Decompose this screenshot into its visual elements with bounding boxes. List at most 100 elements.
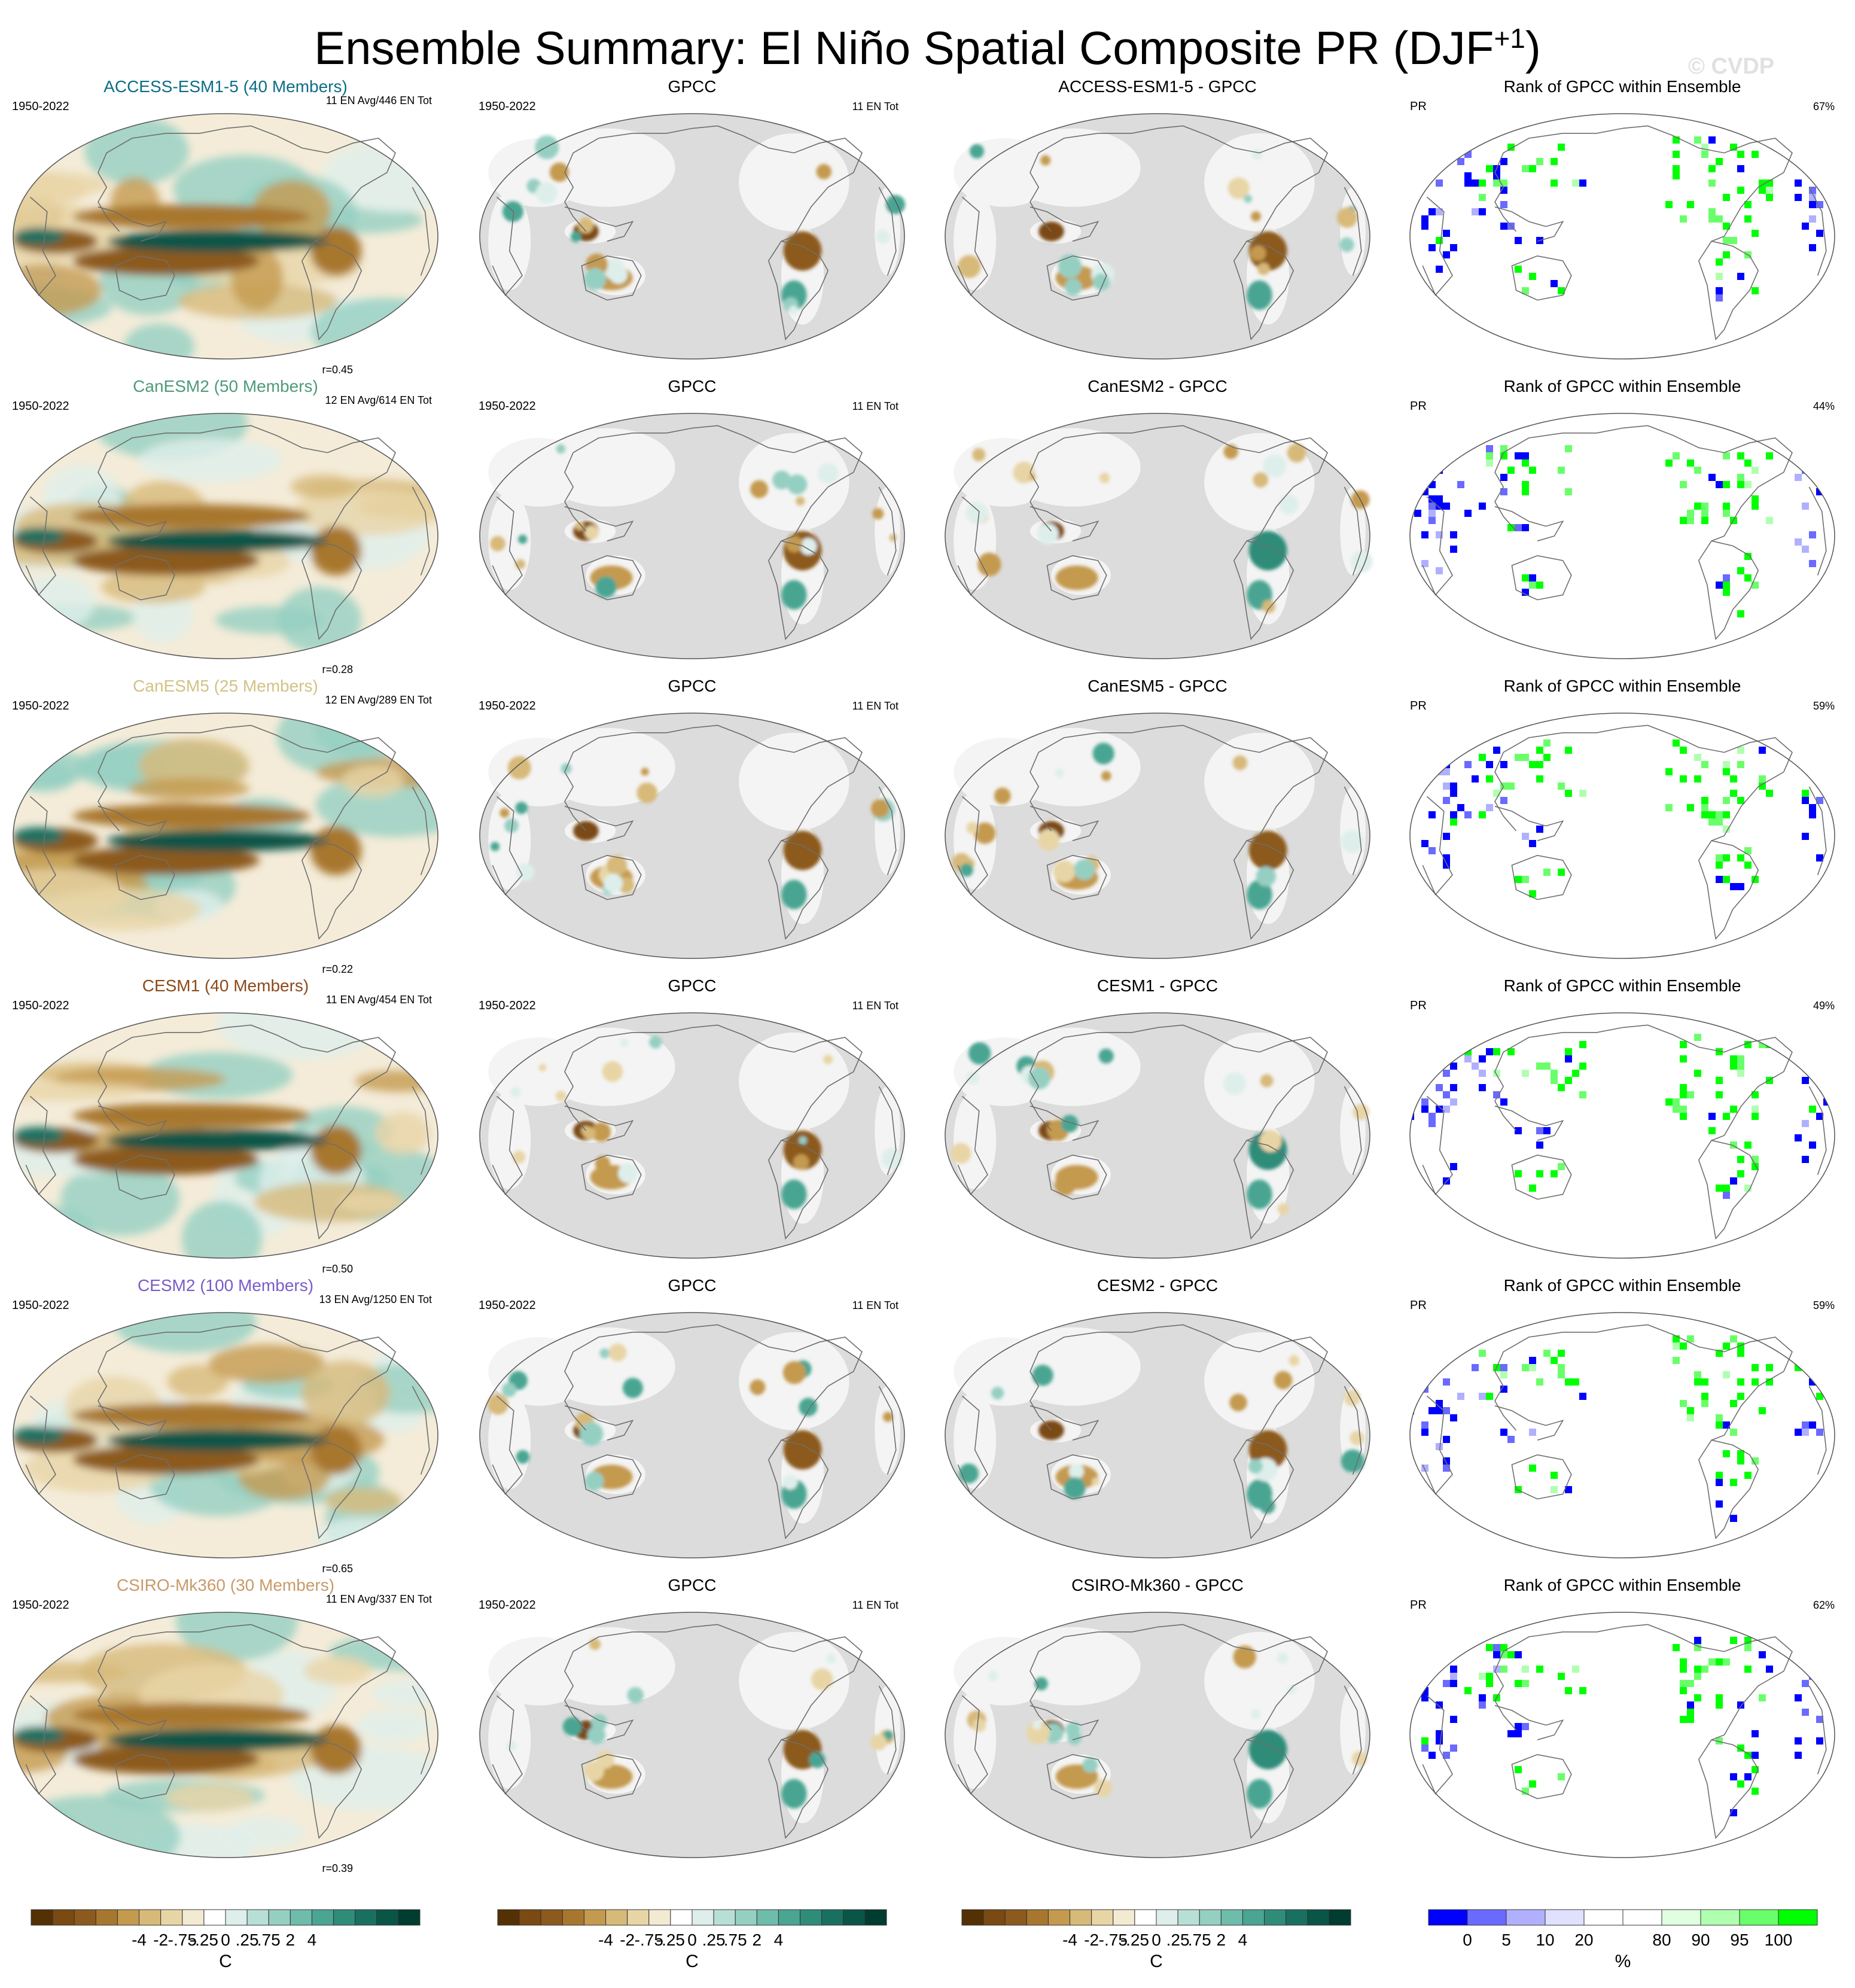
rank-cell bbox=[1472, 775, 1479, 783]
land-mass bbox=[1340, 1086, 1366, 1175]
coastline bbox=[957, 1095, 988, 1195]
anomaly-patch bbox=[994, 787, 1011, 805]
wet-tongue bbox=[13, 1127, 65, 1144]
anomaly-patch bbox=[641, 768, 649, 776]
rank-title: Rank of GPCC within Ensemble bbox=[1504, 77, 1741, 96]
rank-cell bbox=[1737, 1170, 1744, 1177]
coastline bbox=[1494, 806, 1564, 841]
difference-title: CESM2 - GPCC bbox=[1097, 1276, 1218, 1295]
rank-cell bbox=[1410, 481, 1414, 488]
rank-cell bbox=[1759, 1407, 1766, 1414]
rank-cell bbox=[1479, 811, 1486, 818]
coastline bbox=[767, 1739, 829, 1839]
rank-cell bbox=[1680, 1658, 1687, 1666]
colorbar-swatch bbox=[1242, 1909, 1265, 1926]
rank-cell bbox=[1536, 1141, 1543, 1149]
rank-cell bbox=[1450, 1163, 1457, 1170]
rank-cell bbox=[1795, 1752, 1802, 1759]
land-mass bbox=[954, 1691, 997, 1789]
coastline bbox=[25, 1395, 56, 1495]
coastline bbox=[1808, 1086, 1827, 1175]
anomaly-patch bbox=[788, 305, 799, 315]
rank-cell bbox=[1443, 1091, 1450, 1098]
rank-cell bbox=[1522, 1723, 1529, 1730]
coastline bbox=[1046, 1154, 1107, 1200]
rank-cell bbox=[1515, 876, 1522, 883]
coastline bbox=[1029, 1705, 1099, 1740]
anomaly-patch bbox=[575, 521, 584, 531]
coastline bbox=[492, 1095, 523, 1195]
rank-cell bbox=[1558, 287, 1565, 294]
coastline bbox=[878, 1086, 897, 1175]
rank-cell bbox=[1500, 452, 1507, 459]
rank-cell bbox=[1766, 187, 1773, 194]
rank-cell bbox=[1716, 215, 1723, 223]
rank-cell bbox=[1551, 1170, 1558, 1177]
dry-band bbox=[310, 226, 362, 276]
anomaly-patch bbox=[782, 1475, 798, 1490]
rank-cell bbox=[1529, 761, 1536, 768]
rank-cell bbox=[1443, 1055, 1450, 1063]
rank-cell bbox=[1443, 768, 1450, 775]
period-label: 1950-2022 bbox=[12, 1299, 69, 1312]
rank-variable: PR bbox=[1410, 1599, 1427, 1612]
rank-cell bbox=[1500, 223, 1507, 230]
rank-panel: Rank of GPCC within Ensemble PR 62% bbox=[1409, 1576, 1835, 1858]
rank-cell bbox=[1529, 1357, 1536, 1364]
composite-blob bbox=[17, 574, 95, 630]
coastline bbox=[1511, 255, 1572, 301]
rank-cell bbox=[1500, 1429, 1507, 1436]
colorbar-swatch bbox=[1199, 1909, 1222, 1926]
colorbar-swatch bbox=[1506, 1909, 1546, 1926]
period-label: 1950-2022 bbox=[479, 100, 536, 113]
rank-cell bbox=[1529, 1364, 1536, 1371]
rank-cell bbox=[1701, 804, 1708, 811]
anomaly-patch bbox=[772, 470, 791, 490]
rank-cell bbox=[1802, 797, 1809, 804]
colorbar-label: 100 bbox=[1765, 1931, 1793, 1949]
anomaly-patch bbox=[620, 1038, 629, 1047]
anomaly-patch bbox=[577, 217, 594, 233]
obs-title: GPCC bbox=[668, 976, 717, 995]
colorbar-label: .25 bbox=[236, 1931, 259, 1949]
rank-cell bbox=[1816, 775, 1823, 783]
rank-cell bbox=[1493, 1651, 1500, 1658]
colorbar-unit: C bbox=[219, 1952, 232, 1971]
colorbar-swatch bbox=[1700, 1909, 1740, 1926]
anomaly-patch bbox=[781, 1779, 807, 1809]
rank-cell bbox=[1744, 1666, 1752, 1673]
rank-cell bbox=[1716, 876, 1723, 883]
rank-cell bbox=[1744, 1472, 1752, 1479]
rank-cell bbox=[1421, 1737, 1428, 1745]
rank-cell bbox=[1507, 783, 1515, 790]
composite-blob bbox=[304, 1656, 371, 1685]
coastline bbox=[1157, 1024, 1328, 1141]
rank-cell bbox=[1730, 1637, 1737, 1644]
anomaly-patch bbox=[883, 1730, 893, 1740]
anomaly-patch bbox=[1027, 1721, 1050, 1745]
anomaly-patch bbox=[1040, 155, 1051, 166]
colorbar-label: -2 bbox=[153, 1931, 168, 1949]
rank-cell bbox=[1565, 445, 1572, 452]
rank-cell bbox=[1716, 158, 1723, 165]
composite-blob bbox=[208, 1344, 325, 1384]
obs-title: GPCC bbox=[668, 677, 717, 695]
rank-cell bbox=[1802, 546, 1809, 553]
anomaly-patch bbox=[826, 1653, 836, 1664]
rank-cell bbox=[1421, 1421, 1428, 1429]
rank-cell bbox=[1809, 1673, 1816, 1680]
colorbar-label: 95 bbox=[1730, 1931, 1749, 1949]
rank-cell bbox=[1809, 215, 1816, 223]
rank-cell bbox=[1428, 847, 1436, 854]
rank-cell bbox=[1551, 158, 1558, 165]
anomaly-patch bbox=[1037, 829, 1060, 851]
rank-cell bbox=[1759, 179, 1766, 187]
colorbar-swatch bbox=[1307, 1909, 1330, 1926]
rank-panel: Rank of GPCC within Ensemble PR 59% bbox=[1409, 677, 1835, 959]
rank-cell bbox=[1687, 1716, 1694, 1723]
colorbar-swatch bbox=[778, 1909, 801, 1926]
land-anomaly bbox=[965, 443, 1373, 613]
rank-cell bbox=[1816, 761, 1823, 768]
colorbar-swatch bbox=[1156, 1909, 1178, 1926]
rank-cell bbox=[1558, 1364, 1565, 1371]
